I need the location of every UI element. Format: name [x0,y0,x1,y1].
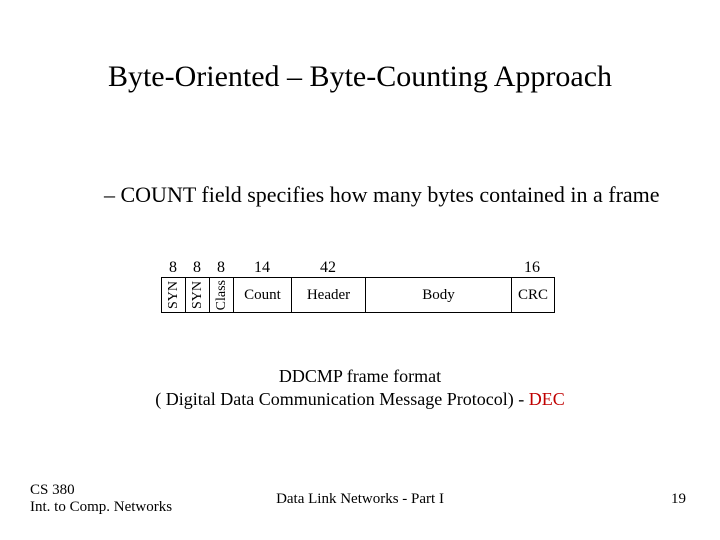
footer-page-number: 19 [671,491,686,508]
bit-count-6: 16 [511,259,553,277]
caption-dec: DEC [529,389,565,409]
frame-field-count: Count [234,278,292,312]
bit-count-row: 888144216 [161,255,555,277]
frame-diagram: 888144216 SYNSYNClassCountHeaderBodyCRC [161,255,555,313]
frame-field-syn: SYN [162,278,186,312]
frame-field-header: Header [292,278,366,312]
frame-field-crc: CRC [512,278,554,312]
caption-line1: DDCMP frame format [279,366,441,386]
frame-field-syn: SYN [186,278,210,312]
frame-field-class: Class [210,278,234,312]
bit-count-2: 8 [209,259,233,277]
footer-center: Data Link Networks - Part I [0,491,720,508]
bit-count-3: 14 [233,259,291,277]
bullet-line: – COUNT field specifies how many bytes c… [104,182,664,208]
frame-field-label: SYN [191,281,205,309]
frame-fields-row: SYN SYN Class CountHeaderBodyCRC [161,277,555,313]
frame-field-label: Class [215,280,229,310]
bit-count-4: 42 [291,259,365,277]
bullet-dash: – [104,182,115,207]
frame-field-label: SYN [167,281,181,309]
bit-count-0: 8 [161,259,185,277]
diagram-caption: DDCMP frame format ( Digital Data Commun… [0,365,720,412]
frame-field-body: Body [366,278,512,312]
caption-line2-pre: ( Digital Data Communication Message Pro… [155,389,528,409]
bit-count-1: 8 [185,259,209,277]
bullet-text-content: COUNT field specifies how many bytes con… [121,182,660,207]
slide-title: Byte-Oriented – Byte-Counting Approach [0,60,720,94]
